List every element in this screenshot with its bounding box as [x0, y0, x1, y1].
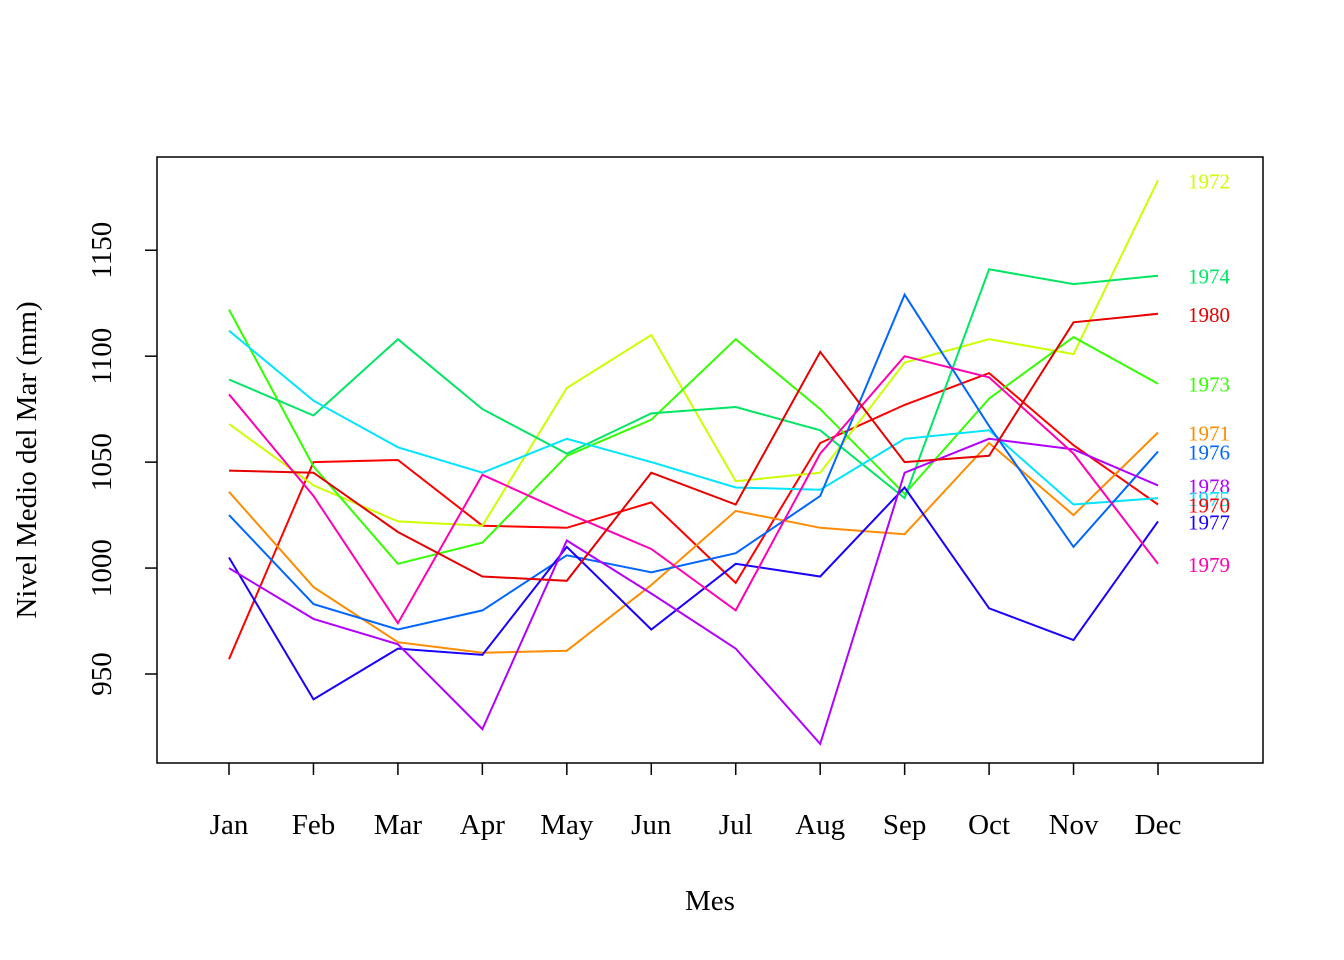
series-line-1980 — [228, 312, 1159, 582]
x-tick-label-Jun: Jun — [631, 809, 672, 841]
series-label-1974: 1974 — [1188, 265, 1231, 289]
x-tick-label-Feb: Feb — [292, 809, 336, 841]
x-tick-label-Apr: Apr — [460, 809, 505, 841]
x-tick-label-Aug: Aug — [795, 809, 845, 841]
series-label-1979: 1979 — [1188, 553, 1230, 577]
x-axis-label: Mes — [685, 885, 735, 917]
x-tick-label-Oct: Oct — [968, 809, 1010, 841]
y-tick-label-1150: 1150 — [86, 222, 118, 279]
x-tick-label-Jul: Jul — [719, 809, 753, 841]
x-tick-label-Dec: Dec — [1135, 809, 1182, 841]
x-tick-label-Sep: Sep — [883, 809, 927, 841]
series-label-1970: 1970 — [1188, 493, 1230, 517]
series-lines — [228, 179, 1159, 746]
plot-area-frame — [156, 156, 1264, 764]
series-line-1975 — [228, 329, 1159, 506]
series-line-1977 — [228, 485, 1159, 701]
x-tick-label-May: May — [540, 809, 594, 841]
y-tick-label-1050: 1050 — [86, 433, 118, 491]
series-line-1978 — [228, 437, 1159, 746]
series-label-1972: 1972 — [1188, 169, 1230, 193]
series-line-1971 — [228, 431, 1159, 654]
y-axis-label: Nivel Medio del Mar (mm) — [11, 301, 43, 618]
series-line-1972 — [228, 179, 1159, 527]
series-label-1978: 1978 — [1188, 474, 1230, 498]
y-tick-label-1100: 1100 — [86, 328, 118, 385]
series-line-1979 — [228, 355, 1159, 626]
y-axis: 950 1000 1050 1100 1150 — [86, 222, 157, 696]
x-tick-label-Nov: Nov — [1049, 809, 1099, 841]
series-line-1973 — [228, 309, 1159, 565]
series-line-1970 — [228, 371, 1159, 660]
series-label-1971: 1971 — [1188, 421, 1230, 445]
y-tick-label-950: 950 — [86, 652, 118, 696]
series-line-1976 — [228, 292, 1159, 631]
series-label-1980: 1980 — [1188, 303, 1230, 327]
series-label-1973: 1973 — [1188, 373, 1230, 397]
series-label-1976: 1976 — [1188, 441, 1230, 465]
y-tick-label-1000: 1000 — [86, 539, 118, 597]
x-tick-label-Mar: Mar — [374, 809, 423, 841]
series-line-1974 — [228, 268, 1159, 500]
series-label-1975: 1975 — [1188, 487, 1230, 511]
x-axis: Jan Feb Mar Apr May Jun Jul Aug Sep Oct Nov Dec — [210, 763, 1182, 841]
series-label-1977: 1977 — [1188, 510, 1230, 534]
x-tick-label-Jan: Jan — [210, 809, 249, 841]
